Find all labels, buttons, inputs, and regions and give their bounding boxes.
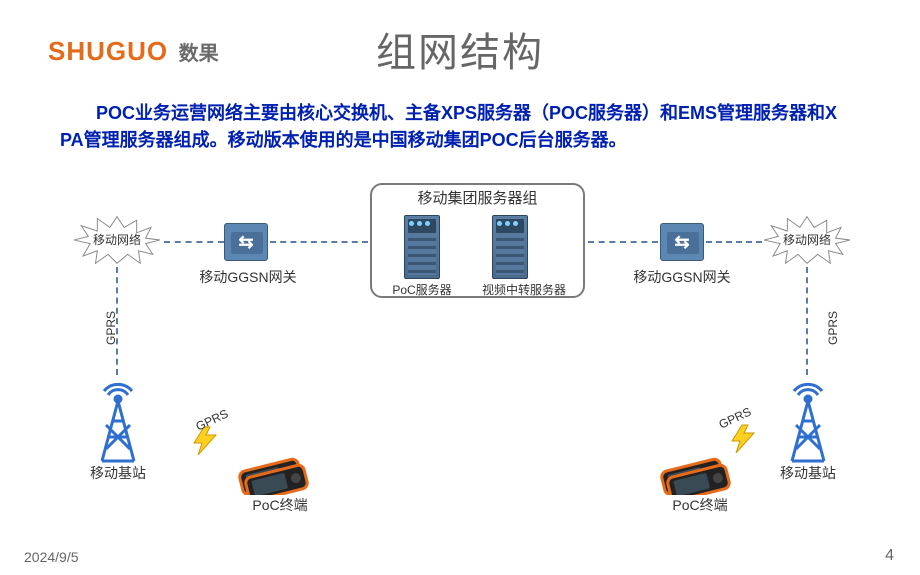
- tower-left: [88, 373, 148, 463]
- switch-left: [224, 223, 268, 261]
- server-group-title: 移动集团服务器组: [372, 187, 583, 208]
- server-poc-label: PoC服务器: [382, 281, 462, 298]
- gprs-right-label: GPRS: [826, 311, 840, 345]
- gprs-left-label: GPRS: [104, 311, 118, 345]
- link-switch-group-left: [270, 241, 368, 243]
- cloud-right: 移动网络: [762, 215, 852, 265]
- terminal-right: [652, 455, 732, 495]
- link-cloud-tower-right: [806, 267, 808, 375]
- footer-date: 2024/9/5: [24, 549, 79, 565]
- server-poc: [404, 215, 440, 279]
- page-title: 组网结构: [0, 20, 920, 78]
- footer-page-number: 4: [885, 547, 894, 565]
- network-diagram: 移动集团服务器组 PoC服务器 视频中转服务器 移动网络 移动GGSN网关 GP…: [0, 175, 920, 535]
- cloud-left-label: 移动网络: [72, 231, 162, 248]
- link-cloud-switch-left: [164, 241, 224, 243]
- terminal-left: [230, 455, 310, 495]
- description-text: POC业务运营网络主要由核心交换机、主备XPS服务器（POC服务器）和EMS管理…: [60, 100, 850, 154]
- server-video-relay: [492, 215, 528, 279]
- tower-right-label: 移动基站: [768, 463, 848, 483]
- cloud-right-label: 移动网络: [762, 231, 852, 248]
- cloud-left: 移动网络: [72, 215, 162, 265]
- tower-left-label: 移动基站: [78, 463, 158, 483]
- tower-right: [778, 373, 838, 463]
- bolt-right: [728, 423, 758, 453]
- terminal-right-label: PoC终端: [660, 495, 740, 515]
- link-switch-cloud-right: [706, 241, 762, 243]
- description-body: POC业务运营网络主要由核心交换机、主备XPS服务器（POC服务器）和EMS管理…: [60, 103, 837, 150]
- link-group-switch-right: [588, 241, 658, 243]
- switch-right-label: 移动GGSN网关: [632, 267, 732, 287]
- switch-left-label: 移动GGSN网关: [198, 267, 298, 287]
- switch-right: [660, 223, 704, 261]
- server-group-box: 移动集团服务器组 PoC服务器 视频中转服务器: [370, 183, 585, 298]
- terminal-left-label: PoC终端: [240, 495, 320, 515]
- server-video-label: 视频中转服务器: [464, 281, 584, 298]
